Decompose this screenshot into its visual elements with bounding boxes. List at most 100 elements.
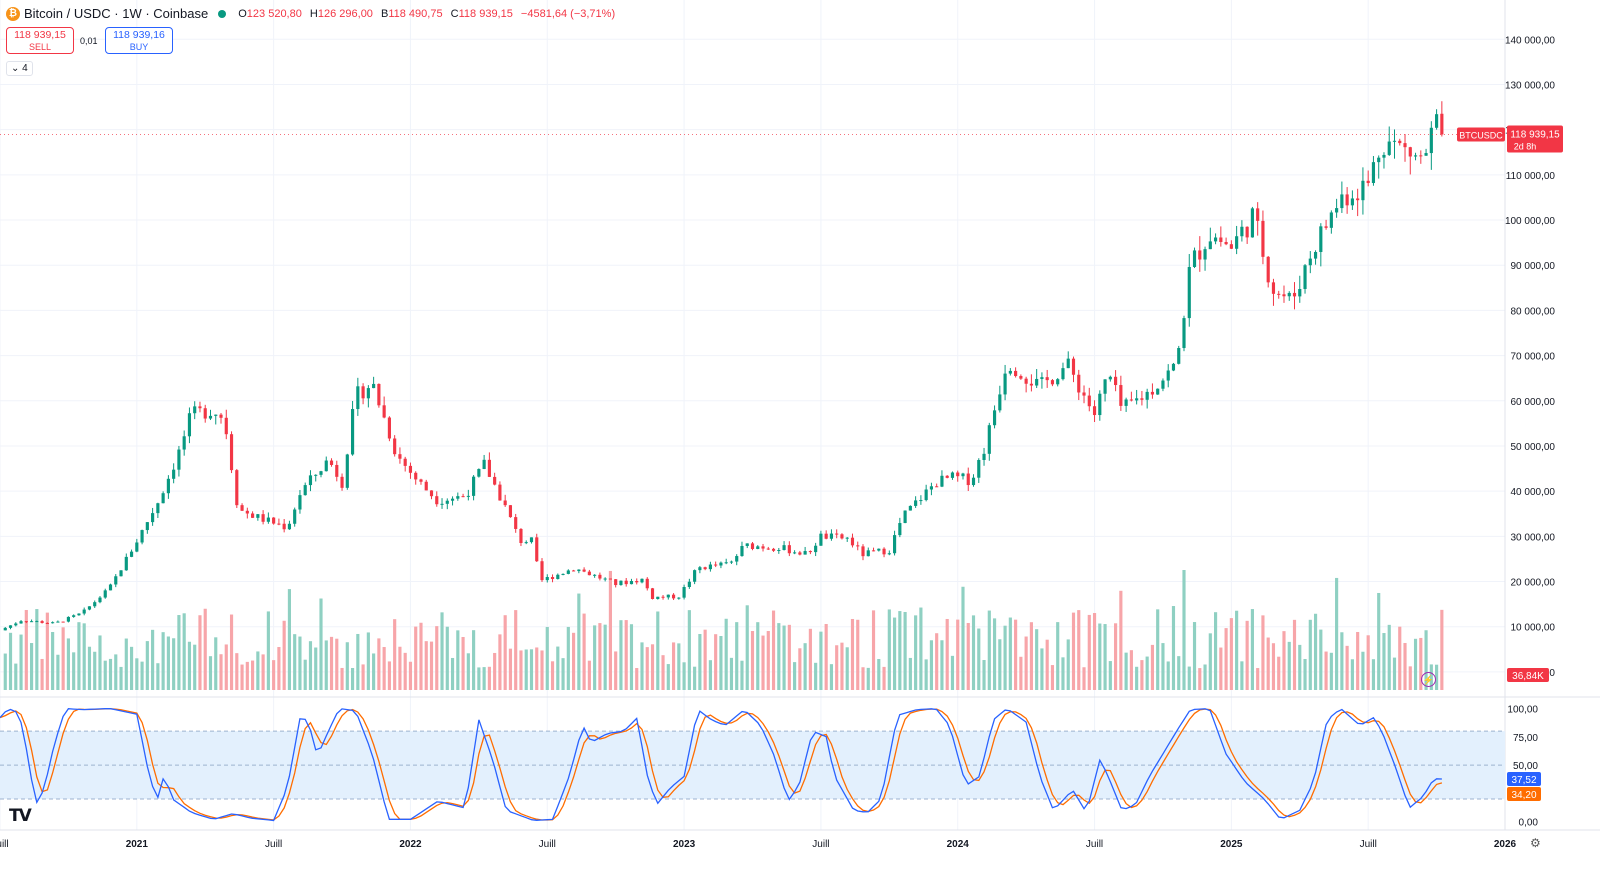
- volume-bar: [1045, 639, 1049, 690]
- volume-bar: [93, 651, 97, 690]
- candle-body: [1056, 379, 1060, 385]
- volume-tag-bg: [1507, 668, 1549, 682]
- volume-bar: [140, 661, 144, 690]
- buy-button[interactable]: 118 939,16 BUY: [105, 27, 173, 54]
- volume-bar: [1145, 656, 1149, 690]
- candle-body: [398, 454, 402, 459]
- volume-bar: [1271, 643, 1276, 690]
- candle-body: [1282, 294, 1286, 297]
- candle-body: [1166, 370, 1170, 381]
- sell-button[interactable]: 118 939,15 SELL: [6, 27, 74, 54]
- volume-bar: [887, 609, 891, 690]
- volume-bar: [814, 662, 818, 690]
- volume-bar: [1208, 633, 1212, 690]
- candle-body: [1335, 208, 1339, 213]
- candle-body: [282, 523, 286, 530]
- candle-body: [1192, 250, 1197, 267]
- candle-body: [1161, 380, 1165, 389]
- volume-bar: [1435, 664, 1439, 690]
- candle-body: [1124, 399, 1128, 406]
- volume-bar: [372, 653, 376, 690]
- stoch-axis[interactable]: 0,00 50,00 75,00 100,00: [1507, 705, 1538, 829]
- volume-bar: [1413, 638, 1418, 690]
- candle-body: [93, 602, 97, 607]
- candle-body: [387, 417, 391, 439]
- volume-bar: [1219, 647, 1223, 690]
- tradingview-logo-icon[interactable]: TV: [9, 806, 32, 826]
- candle-body: [656, 596, 660, 600]
- candle-body: [856, 545, 860, 547]
- candle-body: [103, 590, 107, 598]
- candle-body: [1150, 391, 1155, 395]
- volume-bar: [550, 661, 555, 690]
- candle-body: [719, 562, 723, 566]
- volume-bar: [45, 612, 49, 690]
- volume-bar: [1187, 666, 1191, 690]
- volume-bar: [1424, 630, 1428, 690]
- volume-bar: [1050, 665, 1055, 690]
- volume-bar: [287, 589, 292, 690]
- candle-body: [403, 458, 407, 466]
- candle-body: [129, 551, 134, 557]
- candle-body: [193, 406, 197, 414]
- volume-bar: [835, 645, 839, 690]
- bitcoin-icon: ₿: [6, 6, 20, 21]
- candle-body: [808, 551, 812, 553]
- candle-body: [98, 597, 102, 603]
- candle-body: [914, 500, 918, 506]
- candle-body: [140, 530, 144, 543]
- volume-bar: [824, 623, 828, 690]
- volume-bar: [29, 643, 34, 690]
- candle-body: [429, 490, 434, 497]
- volume-bar: [703, 629, 707, 690]
- price-tick-label: 10 000,00: [1511, 623, 1556, 634]
- candle-body: [77, 613, 81, 616]
- volume-bar: [477, 667, 481, 690]
- volume-bar: [124, 638, 128, 690]
- price-tick-label: 60 000,00: [1511, 397, 1556, 408]
- candle-body: [414, 472, 418, 480]
- candle-body: [493, 476, 497, 485]
- candle-body: [1061, 368, 1065, 380]
- price-tick-label: 130 000,00: [1505, 80, 1555, 91]
- volume-bar: [387, 661, 391, 690]
- volume-bar: [624, 620, 628, 690]
- price-candles: [0, 101, 1505, 631]
- volume-bar: [182, 613, 186, 690]
- candle-body: [29, 621, 34, 623]
- time-tick-label: 2024: [947, 839, 970, 850]
- spread-value: 0,01: [80, 36, 98, 46]
- time-tick-label: Juill: [1086, 839, 1103, 850]
- candle-body: [350, 409, 355, 455]
- volume-bar: [166, 636, 170, 690]
- volume-bar: [229, 614, 234, 690]
- indicators-collapse-button[interactable]: ⌄ 4: [6, 61, 33, 76]
- candle-body: [593, 574, 597, 576]
- volume-bars: [3, 570, 1444, 690]
- volume-bar: [345, 642, 349, 690]
- candle-body: [187, 413, 192, 437]
- volume-bar: [877, 659, 881, 690]
- symbol-title[interactable]: Bitcoin / USDC · 1W · Coinbase: [24, 6, 209, 21]
- volume-bar: [135, 658, 139, 690]
- volume-bar: [1213, 612, 1218, 690]
- candle-body: [366, 388, 370, 399]
- gear-icon[interactable]: ⚙: [1530, 836, 1541, 850]
- volume-bar: [1292, 619, 1297, 690]
- candle-body: [161, 493, 165, 504]
- candle-body: [1371, 162, 1376, 184]
- candle-body: [750, 543, 755, 549]
- candle-body: [945, 475, 949, 478]
- volume-bar: [761, 635, 765, 690]
- candle-body: [824, 533, 828, 539]
- lightning-icon[interactable]: ⚡: [1421, 672, 1436, 687]
- candle-body: [619, 580, 623, 586]
- candle-body: [1119, 385, 1123, 406]
- time-axis[interactable]: Juill 2021 Juill 2022 Juill 2023 Juill 2024 Juil…: [0, 839, 1517, 850]
- volume-bar: [282, 620, 286, 690]
- candle-body: [340, 476, 344, 488]
- volume-bar: [535, 647, 539, 690]
- volume-bar: [1103, 624, 1107, 690]
